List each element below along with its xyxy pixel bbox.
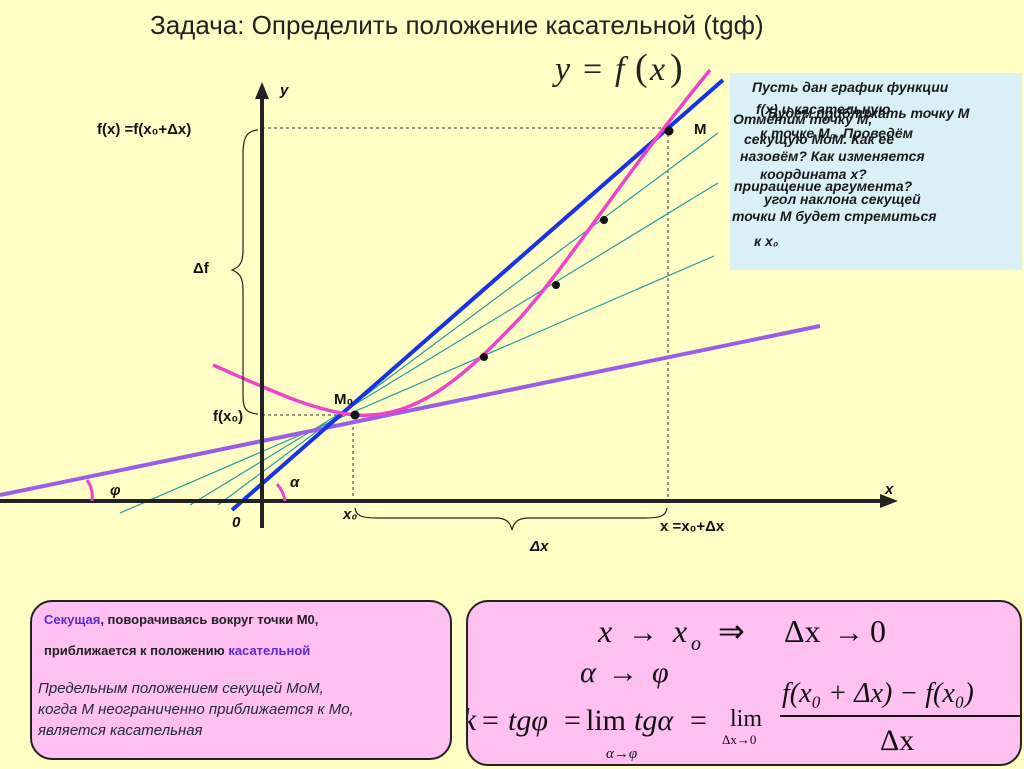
row1-x: x	[597, 613, 612, 649]
point-3	[600, 216, 608, 224]
formula-box: x → x o ⇒ Δx → 0 α → φ k = tgφ = lim α→φ…	[462, 600, 1022, 766]
row1-zero: 0	[870, 613, 886, 649]
point-m	[664, 126, 674, 136]
formula-lparen: (	[635, 47, 648, 89]
alpha-angle-arc	[275, 482, 287, 502]
row3-k: k	[468, 701, 477, 737]
row3-numerator: f(x₀ + Δx) − f(x₀)	[782, 678, 974, 709]
delta-x-brace	[354, 507, 668, 531]
secant-note-box: Секущая, поворачиваясь вокруг точки М0, …	[30, 600, 452, 760]
info-line: к точке М₀. Проведём	[760, 125, 914, 141]
x-plus-label: x =x₀+Δx	[660, 518, 725, 535]
axes	[0, 82, 898, 528]
point-m-label: M	[694, 121, 707, 138]
delta-x-label: Δx	[529, 538, 549, 555]
function-curve	[212, 68, 712, 418]
formula-rparen: )	[670, 47, 683, 89]
row2-arrow: →	[608, 656, 638, 689]
info-line: точки М будет стремиться	[732, 208, 937, 224]
info-line: секущую МоМ. Как её	[744, 131, 895, 147]
x0-label: x₀	[342, 506, 357, 523]
row3-tgalpha: tgα	[634, 704, 674, 737]
definition-line: Предельным положением секущей МоМ,	[38, 680, 324, 697]
phi-angle-arc	[85, 479, 94, 502]
row1-arrow2: →	[834, 616, 864, 649]
point-2	[552, 281, 560, 289]
limit-definition: Предельным положением секущей МоМ, когда…	[38, 678, 354, 741]
curve-points	[350, 126, 674, 420]
row3-lim-sub: α→φ	[606, 746, 637, 762]
secant-line-1	[119, 255, 715, 514]
formula-x: x	[649, 51, 665, 88]
origin-label: 0	[232, 514, 241, 531]
row3-lim2: lim	[730, 706, 762, 732]
row3-lim: lim	[586, 704, 626, 737]
formula-y: y	[552, 51, 571, 88]
tangent-diagram: y = f ( x )	[0, 47, 898, 555]
formula-svg: x → x o ⇒ Δx → 0 α → φ k = tgφ = lim α→φ…	[462, 613, 1020, 762]
info-line: f(x) и касательную	[756, 101, 891, 117]
note-line-2-pre: приближается к положению	[44, 643, 229, 658]
info-line: приращение аргумента?	[734, 178, 913, 194]
secant-m0-m	[230, 78, 725, 512]
info-box: Пусть дан график функции f(x) и касатель…	[730, 73, 1022, 270]
point-m0	[350, 410, 360, 420]
x-axis-label: x	[884, 481, 894, 498]
row1-implies: ⇒	[718, 613, 745, 649]
y-axis-label: y	[279, 82, 289, 99]
point-m0-label: M₀	[334, 391, 353, 408]
definition-line: является касательная	[38, 722, 203, 739]
info-line: координата х?	[760, 166, 867, 182]
phi-label: φ	[110, 482, 121, 499]
row2-phi: φ	[652, 656, 669, 689]
row1-arrow: →	[628, 616, 658, 649]
secant-line-2	[189, 182, 719, 506]
info-line: назовём? Как изменяется	[740, 148, 925, 164]
secant-line-3	[217, 132, 719, 506]
note-line-1: Секущая, поворачиваясь вокруг точки М0,	[44, 612, 318, 627]
row3-denominator: Δx	[880, 724, 914, 757]
tangent-keyword: касательной	[228, 643, 311, 658]
info-line: Будем приближать точку М	[768, 105, 970, 121]
delta-f-brace	[230, 129, 259, 415]
row2-alpha: α	[580, 656, 597, 689]
info-line: Отметим точку М,	[733, 111, 873, 127]
row1-dx: Δx	[784, 613, 821, 649]
fx-label: f(x) =f(x₀+Δx)	[97, 121, 191, 138]
note-line-2: приближается к положению касательной	[44, 643, 310, 658]
function-formula: y = f ( x )	[552, 47, 683, 89]
delta-f-label: Δf	[193, 260, 210, 277]
alpha-label: α	[290, 474, 300, 491]
secant-lines	[119, 132, 719, 514]
row1-sub-o: o	[691, 633, 701, 655]
limit-tangent-line	[0, 324, 821, 497]
row3-lim2-sub: Δx→0	[722, 732, 756, 747]
formula-f: f	[615, 51, 629, 88]
row3-eq1: =	[482, 704, 499, 737]
guide-lines	[262, 127, 669, 500]
info-line: Пусть дан график функции	[752, 79, 949, 95]
row3-tgphi: tgφ	[508, 704, 548, 737]
info-line: угол наклона секущей	[764, 191, 921, 207]
row1-xo: x	[672, 613, 687, 649]
point-1	[480, 353, 488, 361]
row3-eq3: =	[690, 704, 707, 737]
row3-eq2: =	[564, 704, 581, 737]
definition-line: когда М неограниченно приближается к Мо,	[38, 701, 354, 718]
note-line-1-rest: , поворачиваясь вокруг точки М0,	[100, 612, 319, 627]
slide-title: Задача: Определить положение касательной…	[150, 10, 764, 40]
info-line: к х₀	[754, 233, 779, 249]
formula-eq: =	[583, 51, 602, 88]
secant-keyword: Секущая	[44, 612, 101, 627]
x-axis-arrow	[880, 494, 898, 508]
fx0-label: f(x₀)	[213, 408, 243, 425]
y-axis-arrow	[255, 82, 269, 99]
